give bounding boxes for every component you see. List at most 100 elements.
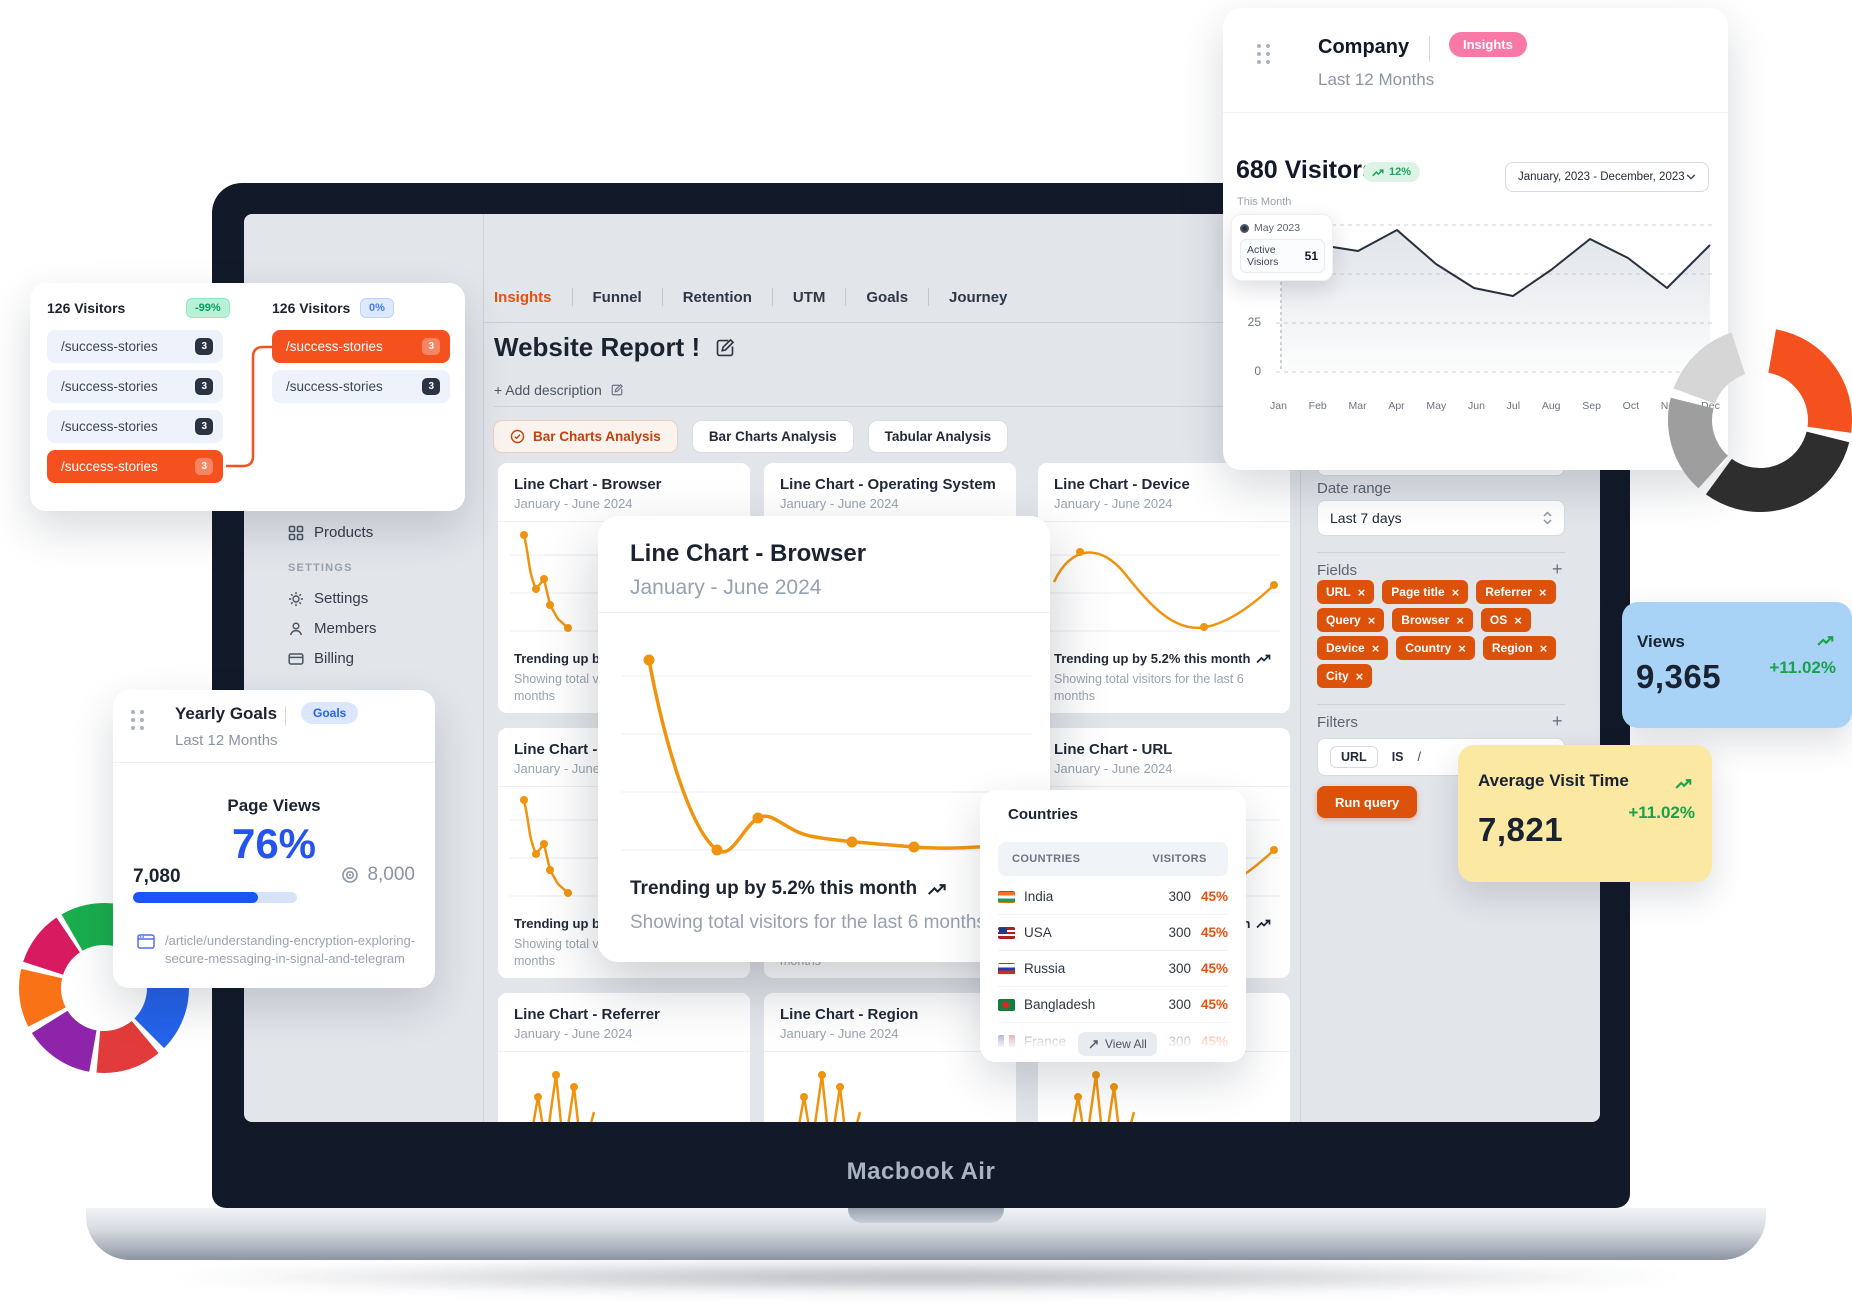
india-flag-icon	[998, 890, 1015, 903]
browser-detail-card: Line Chart - Browser January - June 2024…	[598, 516, 1050, 962]
tab-journey[interactable]: Journey	[949, 288, 1008, 306]
view-all-button[interactable]: View All	[1078, 1032, 1157, 1056]
country-row[interactable]: USA 300 45%	[998, 915, 1228, 951]
field-chip-url[interactable]: URL ×	[1317, 580, 1375, 604]
goal-url[interactable]: /article/understanding-encryption-explor…	[165, 933, 416, 966]
change-badge: -99%	[186, 298, 230, 318]
sidebar-item-billing[interactable]: Billing	[288, 650, 354, 667]
chart-card-referrer[interactable]: Line Chart - Referrer January - June 2024	[497, 992, 751, 1122]
count-badge: 3	[422, 338, 440, 355]
count-badge: 3	[195, 458, 213, 475]
browser-window-icon	[137, 934, 155, 949]
bar-charts-analysis-button-active[interactable]: Bar Charts Analysis	[493, 420, 678, 453]
tab-goals[interactable]: Goals	[866, 288, 909, 306]
page-list-item-selected[interactable]: /success-stories 3	[47, 450, 223, 483]
countries-card: Countries COUNTRIES VISITORS India 300 4…	[980, 790, 1246, 1062]
country-row[interactable]: India 300 45%	[998, 879, 1228, 915]
page-list-item[interactable]: /success-stories 3	[47, 370, 223, 403]
countries-title: Countries	[1008, 806, 1079, 823]
page-list-item[interactable]: /success-stories 3	[47, 330, 223, 363]
tab-retention[interactable]: Retention	[682, 288, 752, 306]
field-chip-os[interactable]: OS ×	[1480, 608, 1531, 632]
edit-icon[interactable]	[714, 337, 736, 359]
trend-up-icon	[1372, 168, 1384, 176]
insights-badge[interactable]: Insights	[1449, 32, 1527, 57]
sidebar-item-label: Products	[314, 524, 374, 541]
report-tabs: Insights Funnel Retention UTM Goals Jour…	[494, 288, 1007, 306]
visitors-compare-card: 126 Visitors -99% 126 Visitors 0% /succe…	[30, 283, 465, 511]
views-stat-card: Views +11.02% 9,365	[1622, 602, 1852, 728]
card-header-divider	[1223, 112, 1728, 113]
chip-remove-icon[interactable]: ×	[1367, 612, 1376, 628]
chip-remove-icon[interactable]: ×	[1456, 612, 1464, 628]
goal-progress-bar	[133, 892, 297, 903]
sidebar-item-members[interactable]: Members	[288, 620, 377, 637]
filter-field-select[interactable]: URL	[1330, 746, 1378, 768]
chip-remove-icon[interactable]: ×	[1371, 640, 1380, 656]
header-divider	[494, 406, 1293, 407]
mapping-connector-line	[226, 345, 272, 468]
tab-insights[interactable]: Insights	[494, 288, 552, 306]
count-badge: 3	[195, 378, 213, 395]
goals-badge[interactable]: Goals	[301, 702, 359, 724]
add-field-icon[interactable]: +	[1552, 559, 1563, 579]
field-chip-country[interactable]: Country ×	[1396, 636, 1475, 660]
detail-card-divider	[598, 612, 1050, 613]
chart-card-region[interactable]: Line Chart - Region January - June 2024	[763, 992, 1017, 1122]
add-description-button[interactable]: + Add description	[494, 382, 624, 398]
add-filter-icon[interactable]: +	[1552, 711, 1563, 731]
drag-handle-icon[interactable]	[131, 710, 144, 730]
filter-value[interactable]: /	[1417, 750, 1421, 764]
detail-card-subtitle: January - June 2024	[630, 576, 822, 599]
field-chip-browser[interactable]: Browser ×	[1392, 608, 1473, 632]
page-list-item[interactable]: /success-stories 3	[47, 410, 223, 443]
credit-card-icon	[288, 652, 304, 665]
chip-remove-icon[interactable]: ×	[1539, 640, 1548, 656]
filter-operator[interactable]: IS	[1391, 750, 1404, 764]
field-chip-city[interactable]: City ×	[1317, 664, 1373, 688]
field-chip-region[interactable]: Region ×	[1482, 636, 1557, 660]
page-title: Website Report !	[494, 332, 701, 362]
select-stepper-icon	[1543, 511, 1552, 525]
field-chip-page-title[interactable]: Page title ×	[1382, 580, 1469, 604]
chip-remove-icon[interactable]: ×	[1458, 640, 1466, 656]
page-list-item[interactable]: /success-stories 3	[272, 370, 450, 403]
country-row[interactable]: Russia 300 45%	[998, 951, 1228, 987]
count-badge: 3	[422, 378, 440, 395]
laptop-base	[86, 1208, 1766, 1260]
title-divider	[285, 706, 286, 726]
chart-card-device[interactable]: Line Chart - Device January - June 2024 T…	[1037, 462, 1291, 714]
sidebar-item-settings[interactable]: Settings	[288, 590, 368, 607]
chip-remove-icon[interactable]: ×	[1451, 584, 1460, 600]
goals-title: Yearly Goals	[175, 704, 278, 723]
page-list-item-selected[interactable]: /success-stories 3	[272, 330, 450, 363]
tabular-analysis-button[interactable]: Tabular Analysis	[867, 420, 1009, 453]
chip-remove-icon[interactable]: ×	[1355, 668, 1364, 684]
tabs-divider	[484, 322, 1600, 323]
tab-utm[interactable]: UTM	[792, 288, 826, 306]
field-chip-query[interactable]: Query ×	[1317, 608, 1385, 632]
change-badge: 0%	[360, 298, 394, 318]
visitors-count-left: 126 Visitors	[47, 300, 126, 316]
chart-tooltip: May 2023 Active Visiors 51	[1231, 214, 1333, 281]
chip-remove-icon[interactable]: ×	[1357, 584, 1366, 600]
chip-remove-icon[interactable]: ×	[1538, 584, 1547, 600]
date-range-dropdown[interactable]: January, 2023 - December, 2023	[1505, 162, 1709, 192]
sidebar-item-products[interactable]: Products	[288, 524, 373, 541]
date-range-select[interactable]: Last 7 days	[1317, 500, 1565, 536]
trend-up-icon	[1256, 654, 1271, 664]
field-chip-row: Device × Country × Region ×	[1317, 636, 1557, 660]
laptop-shadow	[150, 1260, 1700, 1294]
bar-charts-analysis-button[interactable]: Bar Charts Analysis	[691, 420, 854, 453]
visitors-change-badge: 12%	[1363, 162, 1421, 182]
tab-funnel[interactable]: Funnel	[592, 288, 642, 306]
headline-caption: This Month	[1237, 196, 1292, 208]
drag-handle-icon[interactable]	[1257, 44, 1270, 64]
field-chip-referrer[interactable]: Referrer ×	[1476, 580, 1556, 604]
field-chip-device[interactable]: Device ×	[1317, 636, 1389, 660]
title-divider	[1429, 36, 1430, 62]
chip-remove-icon[interactable]: ×	[1514, 612, 1522, 628]
sparkline-device	[1050, 548, 1280, 632]
goal-percent: 76%	[231, 820, 317, 867]
run-query-button[interactable]: Run query	[1317, 786, 1418, 818]
